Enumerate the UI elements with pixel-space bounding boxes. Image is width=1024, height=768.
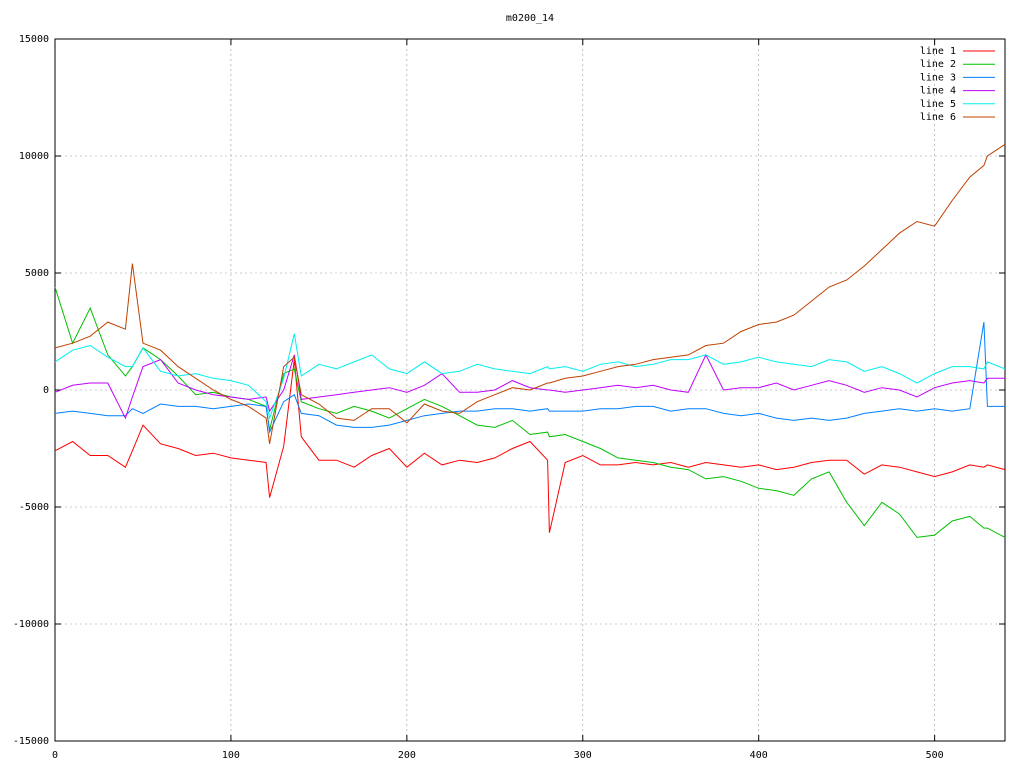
y-tick-label: 15000: [19, 34, 49, 45]
x-tick-label: 400: [750, 750, 768, 761]
y-tick-label: 0: [43, 385, 49, 396]
x-tick-label: 500: [926, 750, 944, 761]
series-line: [54, 359, 1006, 533]
legend-label: line 4: [920, 86, 956, 97]
series-line: [54, 353, 1005, 420]
plot-border: [54, 38, 1006, 742]
y-tick-label: 10000: [19, 151, 49, 162]
y-tick-label: -10000: [13, 619, 49, 630]
x-tick-label: 200: [398, 750, 416, 761]
y-tick-label: -15000: [13, 736, 49, 747]
legend-label: line 1: [920, 46, 956, 57]
x-tick-label: 0: [52, 750, 58, 761]
y-tick-label: 5000: [25, 268, 49, 279]
x-tick-label: 300: [574, 750, 592, 761]
x-tick-label: 100: [222, 750, 240, 761]
series-line: [54, 322, 1005, 434]
legend-label: line 2: [920, 59, 956, 70]
y-tick-label: -5000: [19, 502, 49, 513]
series-line: [54, 286, 1006, 538]
series-line: [54, 143, 1006, 444]
legend-label: line 6: [920, 112, 956, 123]
legend-label: line 5: [920, 99, 956, 110]
chart-title: m0200_14: [506, 13, 554, 24]
legend-label: line 3: [920, 72, 956, 83]
series-line: [54, 333, 1006, 420]
